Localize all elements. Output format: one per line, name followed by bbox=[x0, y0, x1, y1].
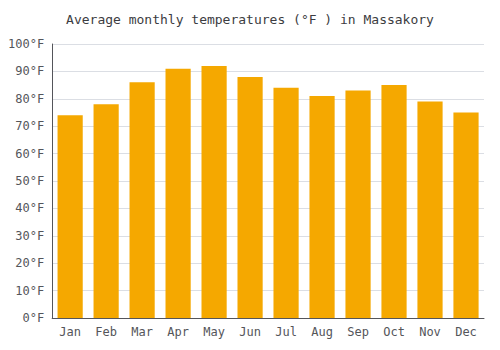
svg-text:Nov: Nov bbox=[419, 325, 441, 339]
svg-text:20°F: 20°F bbox=[15, 256, 44, 270]
svg-text:10°F: 10°F bbox=[15, 284, 44, 298]
svg-text:60°F: 60°F bbox=[15, 147, 44, 161]
svg-text:Sep: Sep bbox=[347, 325, 369, 339]
svg-text:100°F: 100°F bbox=[8, 37, 44, 51]
svg-text:Apr: Apr bbox=[167, 325, 189, 339]
svg-text:Feb: Feb bbox=[95, 325, 117, 339]
svg-text:40°F: 40°F bbox=[15, 201, 44, 215]
svg-text:Mar: Mar bbox=[131, 325, 153, 339]
svg-text:80°F: 80°F bbox=[15, 92, 44, 106]
svg-text:Average monthly temperatures (: Average monthly temperatures (°F ) in Ma… bbox=[66, 12, 434, 27]
svg-text:30°F: 30°F bbox=[15, 229, 44, 243]
svg-text:90°F: 90°F bbox=[15, 64, 44, 78]
svg-text:70°F: 70°F bbox=[15, 119, 44, 133]
svg-text:0°F: 0°F bbox=[22, 311, 44, 325]
svg-text:Jul: Jul bbox=[275, 325, 297, 339]
svg-text:Jun: Jun bbox=[239, 325, 261, 339]
svg-text:Jan: Jan bbox=[59, 325, 81, 339]
svg-text:May: May bbox=[203, 325, 225, 339]
svg-text:50°F: 50°F bbox=[15, 174, 44, 188]
svg-text:Dec: Dec bbox=[455, 325, 477, 339]
svg-text:Oct: Oct bbox=[383, 325, 405, 339]
svg-text:Aug: Aug bbox=[311, 325, 333, 339]
